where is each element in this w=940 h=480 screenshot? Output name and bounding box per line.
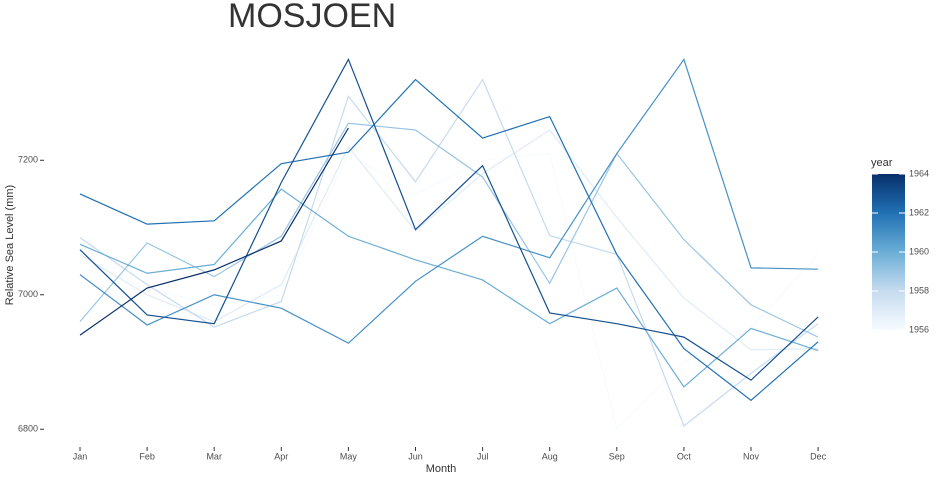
colorbar-label: 1958 — [909, 285, 929, 295]
colorbar-label: 1956 — [909, 324, 929, 334]
colorbar-label: 1962 — [909, 207, 929, 217]
series-line — [79, 58, 819, 381]
series-line — [79, 58, 819, 344]
series-line — [79, 152, 819, 431]
x-tick-label: Apr — [274, 451, 288, 461]
x-tick-label: Jun — [408, 451, 423, 461]
x-axis-label: Month — [426, 463, 457, 475]
legend-title: year — [871, 157, 893, 169]
series-line — [79, 78, 819, 427]
x-tick-label: Nov — [743, 451, 760, 461]
series-line — [79, 122, 819, 338]
series-line — [79, 78, 819, 402]
y-axis-label: Relative Sea Level (mm) — [4, 185, 16, 305]
x-tick-label: Sep — [609, 451, 625, 461]
x-tick-label: Mar — [206, 451, 222, 461]
y-tick-label: 6800 — [18, 424, 38, 434]
series-line — [79, 188, 819, 388]
series-line — [79, 127, 349, 336]
x-tick-label: Dec — [810, 451, 827, 461]
x-tick-label: Jul — [477, 451, 489, 461]
chart-title: MOSJOEN — [228, 0, 396, 35]
series-line — [79, 129, 819, 351]
x-tick-label: May — [340, 451, 358, 461]
x-tick-label: Jan — [73, 451, 88, 461]
x-tick-label: Feb — [139, 451, 155, 461]
x-tick-label: Oct — [677, 451, 692, 461]
x-tick-label: Aug — [542, 451, 558, 461]
colorbar-label: 1964 — [909, 168, 929, 178]
y-tick-label: 7200 — [18, 155, 38, 165]
colorbar-label: 1960 — [909, 246, 929, 256]
y-tick-label: 7000 — [18, 289, 38, 299]
